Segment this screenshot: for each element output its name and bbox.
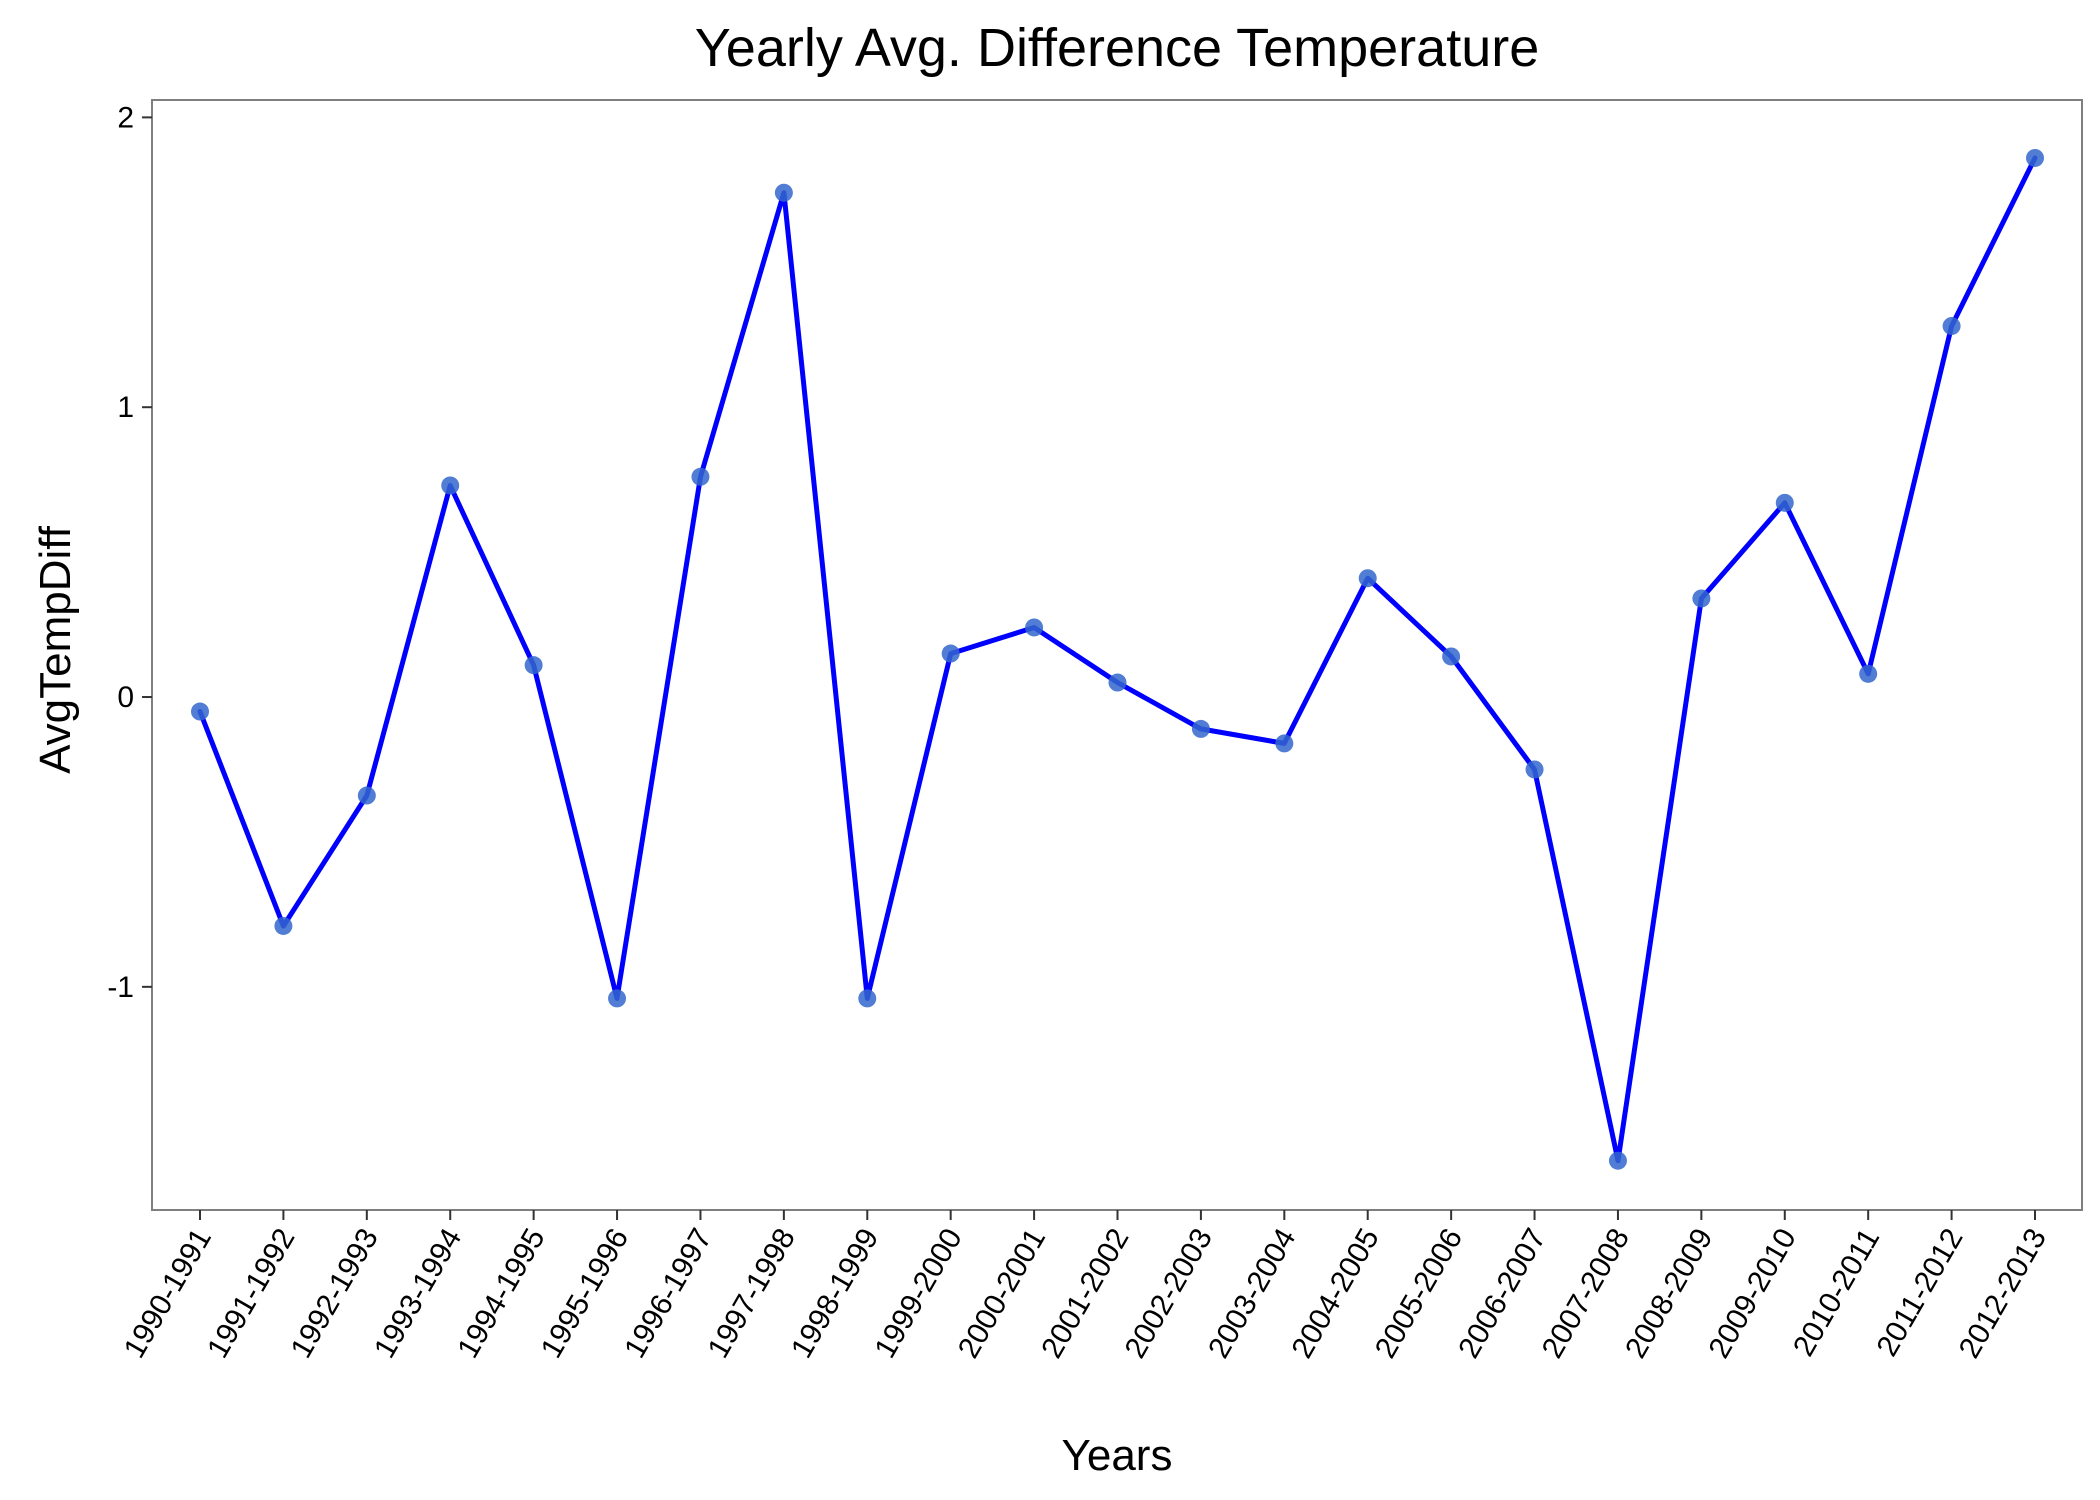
data-point — [357, 786, 376, 805]
data-point — [774, 183, 793, 202]
y-tick-label: -1 — [107, 971, 134, 1004]
data-point — [1775, 493, 1794, 512]
data-point — [858, 989, 877, 1008]
y-tick-label: 2 — [117, 101, 134, 134]
data-point — [1442, 647, 1461, 666]
x-tick-label: 2011-2012 — [1870, 1223, 1969, 1362]
data-point — [524, 656, 543, 675]
data-point — [191, 702, 209, 721]
data-point — [1692, 589, 1711, 608]
y-tick-label: 0 — [117, 681, 134, 714]
data-point — [1108, 673, 1127, 692]
data-point — [2026, 148, 2044, 167]
data-point — [441, 476, 460, 495]
data-point — [1358, 569, 1377, 588]
series-line — [197, 155, 2038, 1164]
x-tick-label: 2012-2013 — [1953, 1223, 2053, 1364]
data-point — [1942, 317, 1961, 336]
y-tick-label: 1 — [117, 391, 134, 424]
x-axis-title: Years — [1062, 1431, 1173, 1480]
series-layer — [191, 148, 2044, 1170]
x-tick-label: 2010-2011 — [1787, 1223, 1886, 1362]
data-point — [1275, 734, 1294, 753]
data-point — [1025, 618, 1044, 637]
data-point — [608, 989, 627, 1008]
data-point — [274, 916, 293, 935]
chart-title: Yearly Avg. Difference Temperature — [695, 18, 1540, 78]
data-point — [1608, 1151, 1627, 1170]
data-point — [691, 467, 710, 486]
plot-panel — [151, 99, 2083, 1211]
data-point — [941, 644, 960, 663]
y-axis: -1 0 1 2 — [107, 101, 152, 1004]
data-point — [1859, 664, 1878, 683]
y-axis-title: AvgTempDiff — [31, 525, 80, 774]
data-point — [1525, 760, 1544, 779]
data-point — [1191, 719, 1210, 738]
x-axis: 1990-19911991-19921992-19931993-19941994… — [118, 1210, 2053, 1364]
